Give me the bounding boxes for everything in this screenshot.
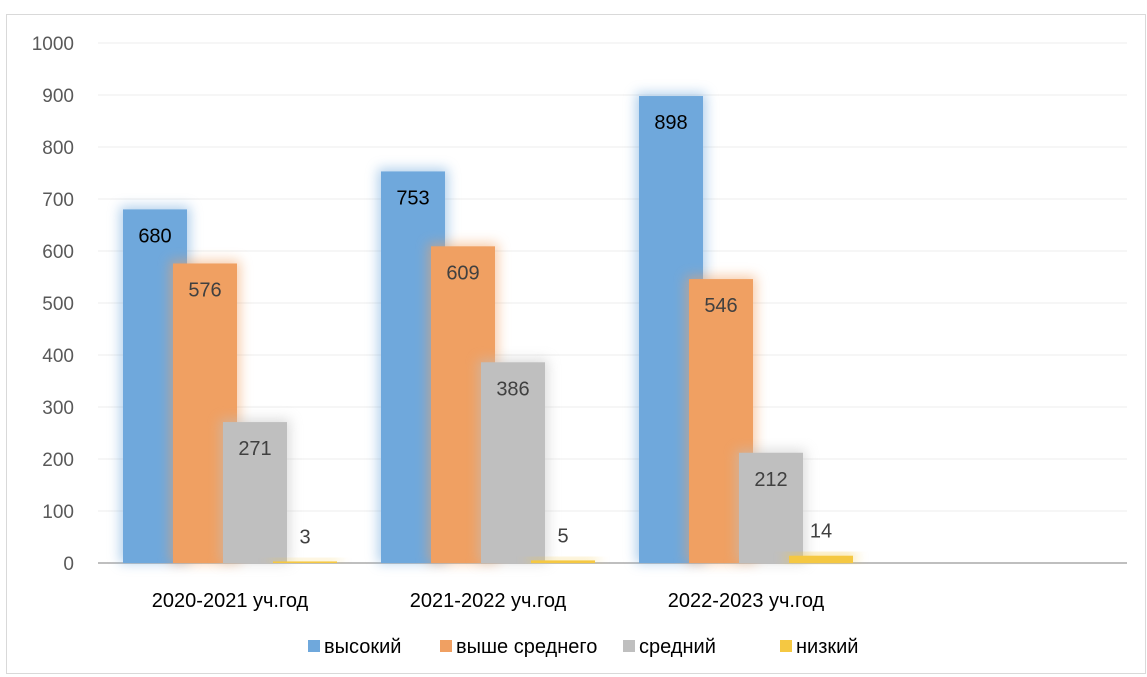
data-label: 898 <box>654 112 687 134</box>
data-label: 212 <box>754 469 787 491</box>
data-label: 386 <box>496 378 529 400</box>
y-tick-label: 400 <box>42 346 74 367</box>
bar-glow <box>528 557 598 563</box>
data-label: 3 <box>299 526 310 548</box>
y-tick-label: 1000 <box>32 34 74 55</box>
data-label: 576 <box>188 279 221 301</box>
data-label: 680 <box>138 225 171 247</box>
legend-swatch <box>308 640 320 652</box>
y-tick-label: 700 <box>42 190 74 211</box>
legend-swatch <box>623 640 635 652</box>
y-tick-label: 600 <box>42 242 74 263</box>
x-category-label: 2021-2022 уч.год <box>410 590 567 612</box>
legend-swatch <box>780 640 792 652</box>
y-tick-label: 900 <box>42 86 74 107</box>
y-tick-label: 800 <box>42 138 74 159</box>
y-tick-label: 300 <box>42 398 74 419</box>
y-tick-label: 0 <box>63 554 74 575</box>
y-tick-label: 500 <box>42 294 74 315</box>
data-label: 5 <box>557 525 568 547</box>
bar-низкий-2 <box>531 560 595 563</box>
bar-низкий-1 <box>273 561 337 563</box>
data-label: 609 <box>446 262 479 284</box>
bar-средний-1 <box>223 422 287 563</box>
legend-label: выше среднего <box>456 636 597 658</box>
bar-средний-3 <box>739 452 803 563</box>
x-category-label: 2020-2021 уч.год <box>152 590 309 612</box>
legend-label: высокий <box>324 636 401 658</box>
bar-низкий-3 <box>789 555 853 563</box>
data-label: 271 <box>238 438 271 460</box>
bar-glow <box>270 558 340 563</box>
legend-label: низкий <box>796 636 858 658</box>
x-category-label: 2022-2023 уч.год <box>668 590 825 612</box>
y-tick-label: 200 <box>42 450 74 471</box>
data-label: 14 <box>810 521 832 543</box>
bar-средний-2 <box>481 362 545 563</box>
data-label: 753 <box>396 187 429 209</box>
legend-swatch <box>440 640 452 652</box>
data-label: 546 <box>704 295 737 317</box>
y-tick-label: 100 <box>42 502 74 523</box>
legend-label: средний <box>639 636 716 658</box>
